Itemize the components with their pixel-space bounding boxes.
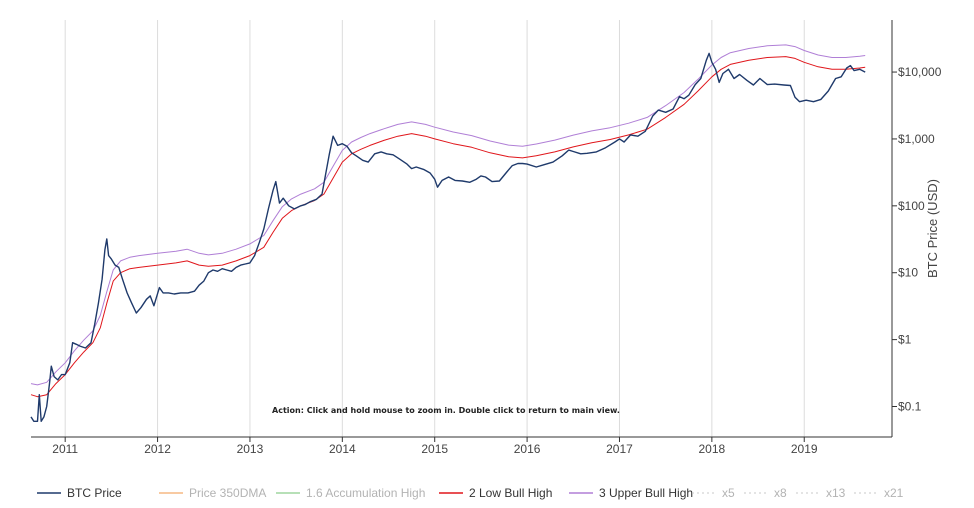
series-line-3-upper-bull-high[interactable]	[30, 44, 866, 386]
legend-label: 1.6 Accumulation High	[306, 486, 425, 500]
legend-item-price-350dma[interactable]: Price 350DMA	[159, 486, 266, 500]
legend-label: x21	[884, 486, 904, 500]
x-tick-label: 2017	[606, 442, 633, 456]
legend-label: 3 Upper Bull High	[599, 486, 693, 500]
y-tick-label: $100	[898, 199, 925, 213]
legend-item-x8[interactable]: x8	[744, 486, 787, 500]
legend-item-x21[interactable]: x21	[854, 486, 904, 500]
y-tick-label: $0.1	[898, 400, 922, 414]
y-tick-label: $10,000	[898, 65, 942, 79]
legend-label: x5	[722, 486, 735, 500]
legend-label: x8	[774, 486, 787, 500]
x-tick-label: 2019	[791, 442, 818, 456]
y-axis-ticks: $0.1 $1 $10 $100 $1,000 $10,000	[892, 65, 942, 414]
legend-label: x13	[826, 486, 846, 500]
y-axis-title: BTC Price (USD)	[925, 179, 940, 278]
legend[interactable]: BTC Price Price 350DMA 1.6 Accumulation Hi…	[37, 486, 904, 500]
x-tick-label: 2016	[514, 442, 541, 456]
y-tick-label: $1,000	[898, 132, 935, 146]
legend-item-2-low-bull-high[interactable]: 2 Low Bull High	[439, 486, 552, 500]
x-tick-label: 2018	[699, 442, 726, 456]
x-tick-label: 2012	[144, 442, 171, 456]
x-tick-label: 2013	[237, 442, 264, 456]
y-tick-label: $1	[898, 333, 912, 347]
legend-label: 2 Low Bull High	[469, 486, 552, 500]
grid-lines	[64, 20, 805, 437]
legend-item-x13[interactable]: x13	[796, 486, 846, 500]
legend-item-3-upper-bull-high[interactable]: 3 Upper Bull High	[569, 486, 693, 500]
series-line-2-low-bull-high[interactable]	[30, 56, 866, 398]
legend-item-1-6-accumulation-high[interactable]: 1.6 Accumulation High	[276, 486, 425, 500]
zoom-instruction: Action: Click and hold mouse to zoom in.…	[272, 406, 620, 415]
series-line-btc-price[interactable]	[30, 52, 866, 422]
series-lines[interactable]	[30, 44, 866, 422]
legend-item-btc-price[interactable]: BTC Price	[37, 486, 122, 500]
x-tick-label: 2011	[52, 442, 78, 456]
x-tick-label: 2015	[421, 442, 448, 456]
legend-label: BTC Price	[67, 486, 122, 500]
axes	[31, 20, 893, 438]
y-tick-label: $10	[898, 266, 918, 280]
x-tick-label: 2014	[329, 442, 356, 456]
legend-item-x5[interactable]: x5	[692, 486, 735, 500]
x-axis-ticks: 2011 2012 2013 2014 2015 2016 2017 2018 2019	[52, 437, 818, 456]
legend-label: Price 350DMA	[189, 486, 266, 500]
